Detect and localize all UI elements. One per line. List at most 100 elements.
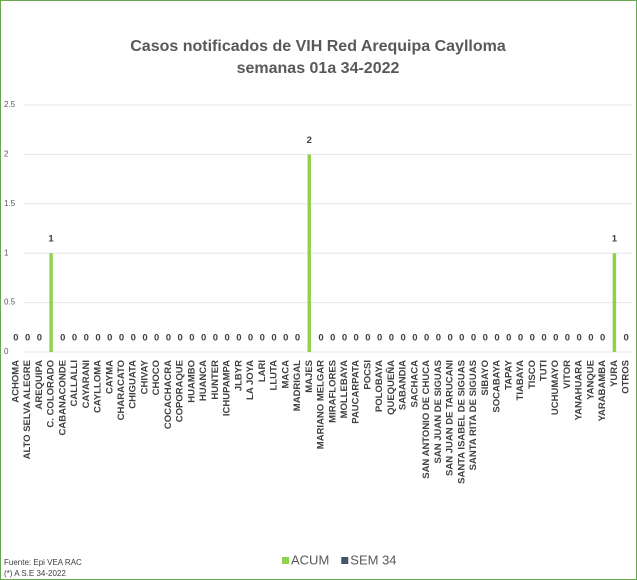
x-tick-label: CHARACATO — [116, 360, 127, 420]
value-label: 0 — [178, 333, 183, 344]
value-label: 0 — [330, 333, 335, 344]
value-label: 0 — [600, 333, 605, 344]
legend-swatch — [282, 557, 289, 564]
x-tick-label: COPORAQUE — [175, 360, 186, 422]
x-tick-label: MOLLEBAYA — [339, 360, 350, 419]
x-tick-label: UCHUMAYO — [550, 360, 561, 415]
x-tick-label: YANQUE — [585, 360, 596, 400]
x-tick-label: PAUCARPATA — [351, 360, 362, 424]
value-label: 0 — [236, 333, 241, 344]
x-tick-label: AREQUIPA — [34, 360, 45, 410]
value-label: 0 — [166, 333, 171, 344]
value-label: 0 — [541, 333, 546, 344]
value-label: 0 — [424, 333, 429, 344]
x-tick-label: CABANACONDE — [57, 360, 68, 435]
x-tick-label: SAN JUAN DE SIGUAS — [433, 360, 444, 463]
value-label: 0 — [131, 333, 136, 344]
x-tick-label: CAYARANI — [81, 360, 92, 408]
y-tick-label: 1.5 — [4, 199, 16, 208]
x-tick-label: CHIVAY — [139, 359, 150, 394]
x-tick-label: SAN JUAN DE TARUCANI — [445, 360, 456, 476]
legend-swatch — [341, 557, 349, 564]
x-tick-label: HUNTER — [210, 360, 221, 400]
value-label: 0 — [95, 333, 100, 344]
x-tick-label: ACHOMA — [10, 360, 21, 403]
value-label: 0 — [283, 333, 288, 344]
value-label: 0 — [119, 333, 124, 344]
value-label: 0 — [401, 333, 406, 344]
value-label: 1 — [612, 234, 618, 245]
value-label: 0 — [318, 333, 323, 344]
value-label: 0 — [530, 333, 535, 344]
x-tick-label: TUTI — [538, 360, 549, 381]
chart-subtitle: semanas 01a 34-2022 — [237, 60, 400, 77]
value-label: 0 — [72, 333, 77, 344]
y-tick-label: 1 — [4, 248, 9, 257]
legend-label: SEM 34 — [350, 552, 396, 567]
x-tick-label: CAYMA — [104, 360, 115, 394]
x-tick-label: OTROS — [621, 360, 632, 394]
legend-label: ACUM — [291, 552, 329, 567]
x-tick-label: CAYLLOMA — [93, 360, 104, 413]
x-tick-label: COCACHACRA — [163, 360, 174, 429]
value-label: 0 — [201, 333, 206, 344]
x-tick-label: HUANCA — [198, 360, 209, 401]
value-label: 0 — [271, 333, 276, 344]
x-tick-label: SANTA ISABEL DE SIGUAS — [456, 360, 467, 484]
x-tick-label: HUAMBO — [186, 360, 197, 403]
x-tick-label: POLOBAYA — [374, 360, 385, 412]
y-tick-label: 2 — [4, 150, 9, 159]
value-label: 0 — [565, 333, 570, 344]
x-tick-label: LA JOYA — [245, 360, 256, 400]
x-tick-label: C. COLORADO — [46, 360, 57, 428]
value-label: 0 — [471, 333, 476, 344]
value-label: 0 — [107, 333, 112, 344]
x-tick-label: MACA — [280, 360, 291, 389]
value-label: 0 — [37, 333, 42, 344]
value-label: 0 — [224, 333, 229, 344]
chart-title: Casos notificados de VIH Red Arequipa Ca… — [130, 38, 506, 55]
y-tick-label: 0.5 — [4, 298, 16, 307]
x-tick-label: ICHUPAMPA — [222, 360, 233, 416]
value-label: 0 — [623, 333, 628, 344]
value-label: 0 — [142, 333, 147, 344]
value-label: 0 — [436, 333, 441, 344]
note: (*) A S.E 34-2022 — [4, 569, 66, 578]
value-label: 0 — [342, 333, 347, 344]
value-label: 0 — [365, 333, 370, 344]
x-tick-label: SABANDIA — [398, 360, 409, 410]
value-label: 0 — [84, 333, 89, 344]
value-label: 0 — [483, 333, 488, 344]
x-tick-label: JLBYR — [233, 360, 244, 391]
value-label: 0 — [154, 333, 159, 344]
value-label: 0 — [447, 333, 452, 344]
x-tick-label: TAPAY — [503, 359, 514, 390]
x-tick-label: VITOR — [562, 360, 573, 389]
value-label: 0 — [588, 333, 593, 344]
value-label: 2 — [307, 135, 312, 146]
x-tick-label: CHOCO — [151, 360, 162, 395]
value-label: 0 — [553, 333, 558, 344]
value-label: 0 — [518, 333, 523, 344]
value-label: 0 — [506, 333, 511, 344]
value-label: 0 — [412, 333, 417, 344]
y-tick-label: 2.5 — [4, 100, 16, 109]
value-label: 0 — [577, 333, 582, 344]
x-tick-label: LLUTA — [269, 360, 280, 391]
x-tick-label: MADRIGAL — [292, 360, 303, 411]
bar — [612, 253, 617, 352]
value-label: 0 — [389, 333, 394, 344]
value-label: 0 — [25, 333, 30, 344]
source: Fuente: Epi VEA RAC — [4, 558, 82, 567]
x-tick-label: CALLALLI — [69, 360, 80, 406]
x-tick-label: MARIANO MELGAR — [316, 360, 327, 449]
x-tick-label: SOCABAYA — [492, 360, 503, 413]
value-label: 0 — [189, 333, 194, 344]
value-label: 0 — [377, 333, 382, 344]
x-tick-label: SANTA RITA DE SIGUAS — [468, 360, 479, 470]
value-label: 0 — [60, 333, 65, 344]
value-label: 0 — [13, 333, 18, 344]
bar — [49, 253, 53, 352]
x-tick-label: QUEQUEÑA — [386, 360, 397, 415]
